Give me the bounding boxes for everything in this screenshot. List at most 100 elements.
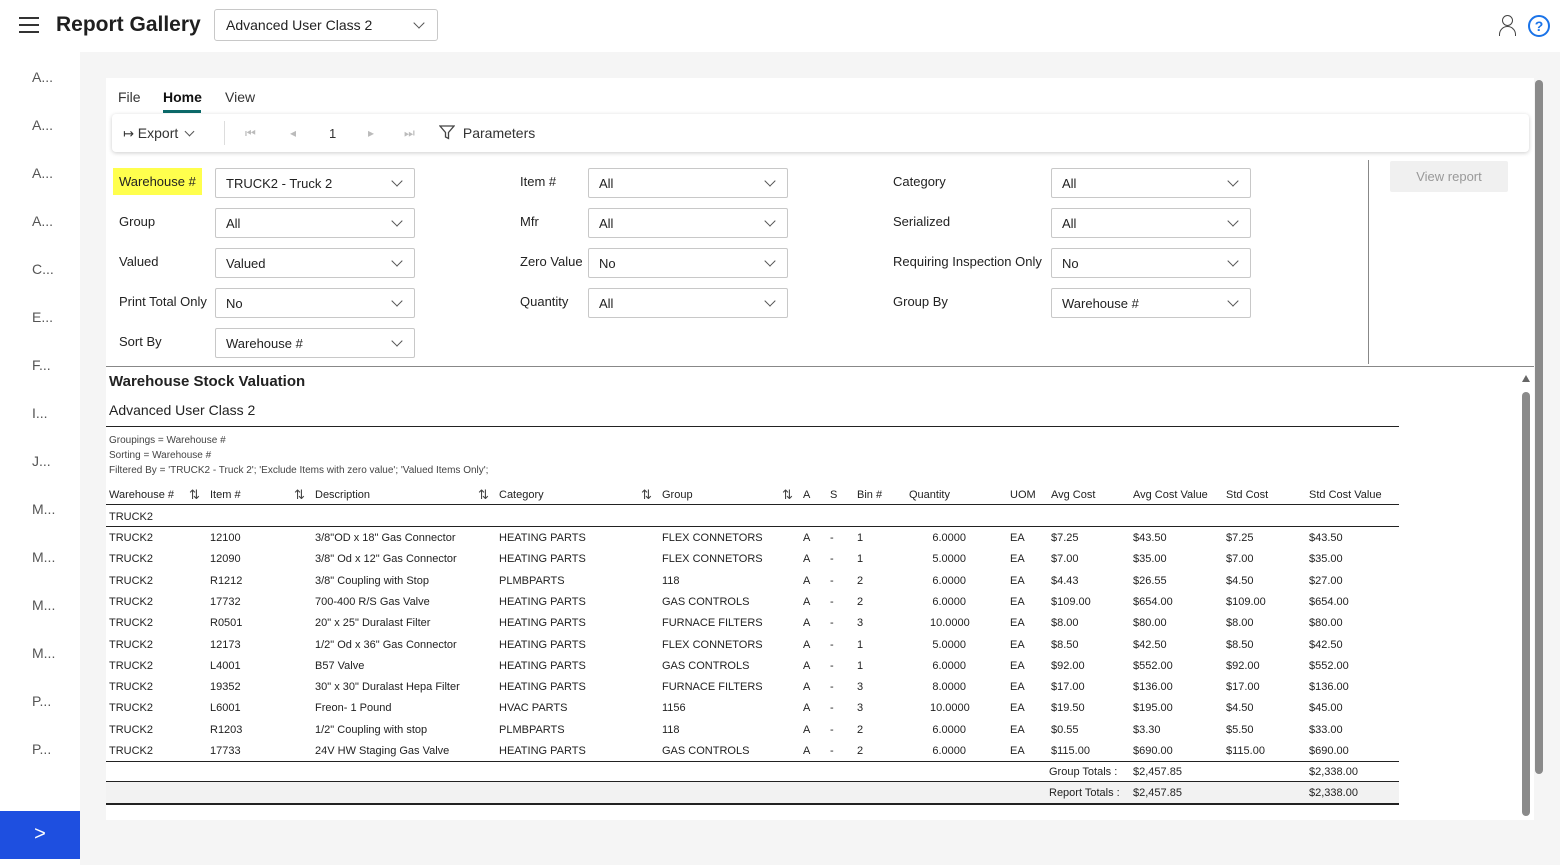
quantity-select[interactable]: All <box>588 288 788 318</box>
nav-item[interactable]: M... <box>32 501 56 517</box>
first-page-icon[interactable]: ⏮ <box>245 126 256 140</box>
category-select[interactable]: All <box>1051 168 1251 198</box>
sort-icon[interactable]: ⇅ <box>782 487 793 502</box>
chevron-down-icon <box>391 295 403 307</box>
page-number[interactable]: 1 <box>329 126 337 141</box>
cell-std-cost: $115.00 <box>1226 745 1265 757</box>
col-warehouse[interactable]: Warehouse # <box>109 489 175 501</box>
cell-category: HEATING PARTS <box>499 532 586 544</box>
zero-value-select[interactable]: No <box>588 248 788 278</box>
print-total-select[interactable]: No <box>215 288 415 318</box>
item-select[interactable]: All <box>588 168 788 198</box>
cell-a: A <box>803 723 811 736</box>
cell-uom: EA <box>1010 532 1025 544</box>
view-report-button[interactable]: View report <box>1390 161 1508 192</box>
cell-bin: 3 <box>857 617 864 630</box>
col-category[interactable]: Category <box>499 489 544 501</box>
col-item[interactable]: Item # <box>210 489 241 501</box>
last-page-icon[interactable]: ⏭ <box>404 126 415 140</box>
cell-uom: EA <box>1010 638 1025 651</box>
sort-icon[interactable]: ⇅ <box>641 487 652 502</box>
nav-item[interactable]: E... <box>32 309 54 325</box>
report-header-rule <box>106 426 1399 427</box>
user-icon[interactable] <box>1498 15 1518 37</box>
col-group[interactable]: Group <box>662 489 693 501</box>
class-select[interactable]: Advanced User Class 2 <box>214 9 438 41</box>
col-avg-cost-value: Avg Cost Value <box>1133 489 1208 501</box>
nav-item[interactable]: J... <box>32 453 51 469</box>
cell-uom: EA <box>1010 723 1025 736</box>
group-header: TRUCK2 <box>109 511 154 523</box>
parameters-button[interactable]: Parameters <box>438 125 535 141</box>
page-scrollbar[interactable] <box>1535 80 1543 774</box>
nav-item[interactable]: A... <box>32 117 54 133</box>
cell-avg-cost-value: $26.55 <box>1133 574 1167 587</box>
report-scrollbar[interactable] <box>1522 392 1530 816</box>
tab-view[interactable]: View <box>225 89 256 105</box>
nav-item[interactable]: P... <box>32 693 52 709</box>
next-page-icon[interactable]: ▸ <box>368 126 375 140</box>
cell-warehouse: TRUCK2 <box>109 659 154 672</box>
sort-icon[interactable]: ⇅ <box>294 487 305 502</box>
report-groupings: Groupings = Warehouse # <box>109 435 226 446</box>
valued-select[interactable]: Valued <box>215 248 415 278</box>
cell-avg-cost: $92.00 <box>1051 659 1085 672</box>
nav-item[interactable]: F... <box>32 357 51 373</box>
export-button[interactable]: ↦ Export <box>123 125 195 142</box>
cell-bin: 1 <box>857 638 864 651</box>
chevron-down-icon <box>764 215 776 227</box>
sort-icon[interactable]: ⇅ <box>189 487 200 502</box>
cell-std-cost: $4.50 <box>1226 574 1254 587</box>
inspection-select[interactable]: No <box>1051 248 1251 278</box>
nav-item[interactable]: A... <box>32 213 54 229</box>
zero-value-label: Zero Value <box>520 254 583 269</box>
cell-avg-cost-value: $35.00 <box>1133 553 1167 566</box>
nav-item[interactable]: A... <box>32 165 54 181</box>
cell-avg-cost: $115.00 <box>1051 745 1090 757</box>
cell-avg-cost: $0.55 <box>1051 723 1079 736</box>
cell-uom: EA <box>1010 553 1025 566</box>
serialized-select[interactable]: All <box>1051 208 1251 238</box>
cell-uom: EA <box>1010 617 1025 630</box>
nav-expand-button[interactable]: > <box>0 811 80 859</box>
cell-warehouse: TRUCK2 <box>109 681 154 694</box>
previous-page-icon[interactable]: ◂ <box>290 126 297 140</box>
col-quantity: Quantity <box>909 489 950 501</box>
cell-std-cost: $7.00 <box>1226 553 1254 566</box>
cell-description: 700-400 R/S Gas Valve <box>315 595 430 608</box>
warehouse-select[interactable]: TRUCK2 - Truck 2 <box>215 168 415 198</box>
group-by-select[interactable]: Warehouse # <box>1051 288 1251 318</box>
chevron-down-icon <box>1227 175 1239 187</box>
cell-item: 12100 <box>210 532 241 544</box>
left-nav <box>0 52 80 865</box>
report-title: Warehouse Stock Valuation <box>109 373 306 390</box>
nav-item[interactable]: C... <box>32 261 54 277</box>
nav-item[interactable]: A... <box>32 69 54 85</box>
group-select[interactable]: All <box>215 208 415 238</box>
nav-item[interactable]: M... <box>32 597 56 613</box>
cell-s: - <box>830 595 834 608</box>
cell-std-cost: $5.50 <box>1226 723 1254 736</box>
nav-item[interactable]: I... <box>32 405 48 421</box>
nav-item[interactable]: M... <box>32 645 56 661</box>
col-description[interactable]: Description <box>315 489 371 501</box>
cell-avg-cost-value: $690.00 <box>1133 745 1173 757</box>
cell-quantity: 6.0000 <box>932 745 966 757</box>
tab-file[interactable]: File <box>118 89 141 105</box>
cell-category: PLMBPARTS <box>499 723 565 736</box>
scroll-up-icon[interactable] <box>1522 375 1530 382</box>
cell-a: A <box>803 532 811 544</box>
help-icon[interactable]: ? <box>1528 15 1550 37</box>
sort-by-select[interactable]: Warehouse # <box>215 328 415 358</box>
mfr-select[interactable]: All <box>588 208 788 238</box>
cell-s: - <box>830 532 834 544</box>
nav-item[interactable]: P... <box>32 741 52 757</box>
report-toolbar <box>112 114 1529 152</box>
hamburger-menu-icon[interactable] <box>19 17 39 35</box>
tab-home[interactable]: Home <box>163 89 202 105</box>
nav-item[interactable]: M... <box>32 549 56 565</box>
app-title: Report Gallery <box>56 13 201 36</box>
col-std-cost-value: Std Cost Value <box>1309 489 1382 501</box>
sort-icon[interactable]: ⇅ <box>478 487 489 502</box>
report-sorting: Sorting = Warehouse # <box>109 450 212 461</box>
